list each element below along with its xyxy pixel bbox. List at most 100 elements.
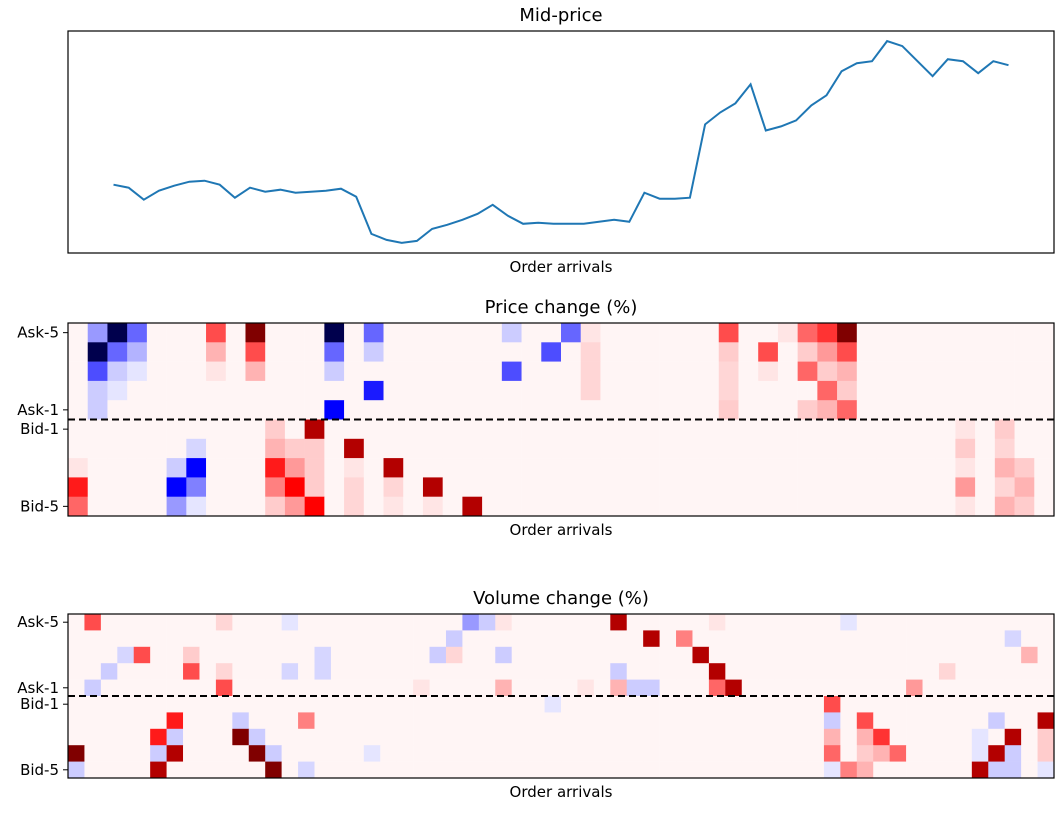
heatmap-cell bbox=[1014, 438, 1035, 459]
heatmap-cell bbox=[462, 477, 483, 497]
heatmap-cell bbox=[521, 477, 542, 497]
heatmap-cell bbox=[347, 728, 365, 746]
heatmap-cell bbox=[206, 361, 227, 382]
heatmap-cell bbox=[413, 614, 430, 631]
heatmap-cell bbox=[107, 323, 128, 343]
heatmap-cell bbox=[422, 380, 443, 401]
x-axis-label: Order arrivals bbox=[510, 521, 613, 539]
heatmap-cell bbox=[600, 380, 621, 401]
heatmap-cell bbox=[906, 696, 923, 713]
heatmap-cell bbox=[281, 630, 299, 648]
heatmap-cell bbox=[896, 342, 917, 362]
heatmap-cell bbox=[955, 696, 973, 713]
heatmap-cell bbox=[199, 696, 217, 713]
heatmap-cell bbox=[718, 361, 739, 382]
heatmap-cell bbox=[758, 323, 779, 343]
heatmap-cell bbox=[889, 696, 907, 713]
heatmap-cell bbox=[544, 696, 562, 713]
heatmap-cell bbox=[215, 663, 233, 680]
heatmap-cell bbox=[127, 438, 148, 459]
heatmap-cell bbox=[445, 663, 463, 680]
heatmap-cell bbox=[577, 761, 595, 779]
heatmap-cell bbox=[988, 745, 1005, 762]
heatmap-cell bbox=[478, 745, 496, 762]
heatmap-cell bbox=[797, 496, 818, 517]
heatmap-cell bbox=[284, 323, 305, 343]
heatmap-cell bbox=[396, 728, 414, 746]
heatmap-cell bbox=[955, 477, 976, 497]
heatmap-cell bbox=[413, 630, 430, 648]
heatmap-cell bbox=[495, 614, 512, 631]
heatmap-cell bbox=[482, 419, 503, 440]
heatmap-cell bbox=[304, 419, 325, 440]
heatmap-cell bbox=[521, 361, 542, 382]
heatmap-cell bbox=[482, 323, 503, 343]
heatmap-cell bbox=[206, 380, 227, 401]
heatmap-cell bbox=[915, 438, 936, 459]
heatmap-cell bbox=[87, 361, 108, 382]
heatmap-cell bbox=[206, 438, 227, 459]
heatmap-cell bbox=[840, 761, 858, 779]
heatmap-cell bbox=[725, 712, 743, 730]
heatmap-cell bbox=[817, 496, 838, 517]
heatmap-cell bbox=[68, 323, 89, 343]
heatmap-cell bbox=[971, 696, 989, 713]
heatmap-cell bbox=[561, 646, 578, 664]
heatmap-cell bbox=[692, 745, 710, 762]
heatmap-cell bbox=[561, 458, 582, 478]
heatmap-cell bbox=[580, 458, 601, 478]
heatmap-cell bbox=[133, 712, 151, 730]
heatmap-cell bbox=[718, 400, 739, 420]
heatmap-cell bbox=[639, 342, 660, 362]
heatmap-cell bbox=[232, 646, 250, 664]
heatmap-cell bbox=[971, 745, 989, 762]
heatmap-cell bbox=[117, 728, 135, 746]
heatmap-cell bbox=[823, 614, 841, 631]
heatmap-cell bbox=[245, 496, 266, 517]
heatmap-cell bbox=[988, 614, 1005, 631]
heatmap-cell bbox=[692, 712, 710, 730]
heatmap-cell bbox=[363, 477, 384, 497]
heatmap-cell bbox=[541, 323, 562, 343]
heatmap-cell bbox=[1014, 477, 1035, 497]
heatmap-cell bbox=[265, 646, 282, 664]
heatmap-cell bbox=[84, 745, 102, 762]
heatmap-cell bbox=[676, 761, 693, 779]
heatmap-cell bbox=[994, 380, 1015, 401]
heatmap-cell bbox=[580, 323, 601, 343]
heatmap-cell bbox=[100, 745, 118, 762]
heatmap-cell bbox=[215, 696, 233, 713]
heatmap-cell bbox=[87, 380, 108, 401]
y-tick-label: Bid-1 bbox=[20, 420, 59, 438]
heatmap-cell bbox=[206, 458, 227, 478]
heatmap-cell bbox=[955, 400, 976, 420]
heatmap-cell bbox=[442, 419, 463, 440]
heatmap-cell bbox=[758, 361, 779, 382]
heatmap-cell bbox=[265, 400, 286, 420]
heatmap-cell bbox=[876, 438, 897, 459]
heatmap-cell bbox=[199, 630, 217, 648]
heatmap-cell bbox=[127, 342, 148, 362]
heatmap-cell bbox=[501, 342, 522, 362]
heatmap-cell bbox=[692, 614, 710, 631]
heatmap-cell bbox=[896, 323, 917, 343]
heatmap-cell bbox=[501, 477, 522, 497]
heatmap-cell bbox=[183, 745, 200, 762]
heatmap-cell bbox=[610, 712, 628, 730]
heatmap-cell bbox=[150, 712, 167, 730]
heatmap-cell bbox=[1037, 679, 1055, 697]
heatmap-cell bbox=[501, 458, 522, 478]
heatmap-cell bbox=[938, 728, 956, 746]
heatmap-cell bbox=[248, 663, 266, 680]
heatmap-cell bbox=[856, 646, 874, 664]
heatmap-cell bbox=[383, 400, 404, 420]
heatmap-cell bbox=[100, 761, 118, 779]
heatmap-cell bbox=[363, 646, 381, 664]
heatmap-cell bbox=[807, 663, 825, 680]
heatmap-cell bbox=[741, 663, 759, 680]
heatmap-cell bbox=[363, 361, 384, 382]
heatmap-cell bbox=[541, 419, 562, 440]
heatmap-cell bbox=[1037, 761, 1055, 779]
heatmap-cell bbox=[146, 400, 167, 420]
heatmap-cell bbox=[758, 646, 775, 664]
